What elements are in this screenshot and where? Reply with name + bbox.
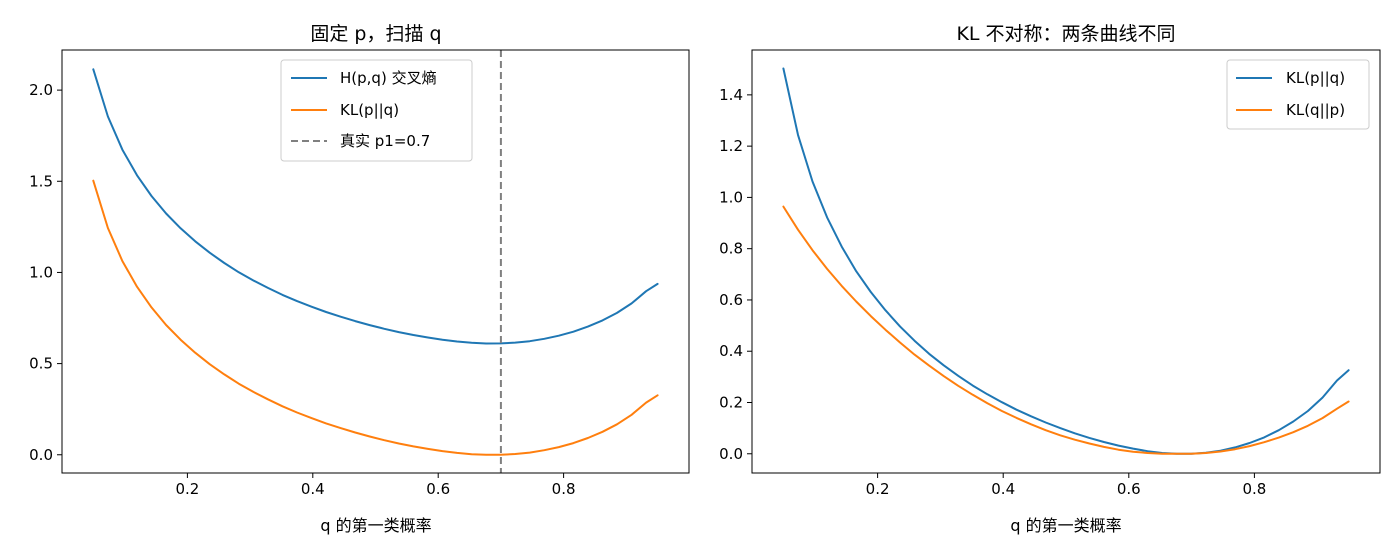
left-legend-label-true-p: 真实 p1=0.7 [340, 132, 430, 150]
right-x-tick-label: 0.8 [1242, 480, 1266, 498]
left-chart-axes-frame [61, 49, 690, 474]
left-chart-ticks: 0.2 0.4 0.6 0.8 0.0 0.5 1.0 1.5 2.0 [29, 81, 575, 498]
right-chart-x-axis-label: q 的第一类概率 [1010, 516, 1121, 535]
right-y-tick-label: 1.4 [719, 86, 743, 104]
right-y-tick-label: 0.0 [719, 445, 743, 463]
right-y-tick-label: 0.6 [719, 291, 743, 309]
left-y-tick-label: 1.5 [29, 172, 53, 190]
left-series-line-kl-pq [92, 179, 659, 456]
left-legend-label-cross-entropy: H(p,q) 交叉熵 [340, 69, 437, 87]
left-y-tick-label: 0.5 [29, 355, 53, 373]
right-legend-label-kl-qp: KL(q||p) [1286, 101, 1345, 119]
right-y-tick-label: 1.0 [719, 188, 743, 206]
left-chart-legend: H(p,q) 交叉熵 KL(p||q) 真实 p1=0.7 [280, 59, 473, 162]
right-chart: KL 不对称：两条曲线不同 0.2 0.4 0.6 0.80.00.20.40.60.… [719, 23, 1381, 535]
right-x-tick-label: 0.4 [991, 480, 1015, 498]
left-x-tick-label: 0.6 [426, 480, 450, 498]
left-chart-plot-area [92, 50, 659, 473]
right-legend-label-kl-pq: KL(p||q) [1286, 69, 1345, 87]
right-y-tick-label: 0.2 [719, 394, 743, 412]
left-legend-label-kl-pq: KL(p||q) [340, 101, 399, 119]
left-chart-x-axis-label: q 的第一类概率 [320, 516, 431, 535]
right-chart-axes-frame [751, 49, 1381, 474]
right-y-tick-label: 0.8 [719, 240, 743, 258]
right-series-line-kl-qp [782, 205, 1350, 455]
left-x-tick-label: 0.8 [552, 480, 576, 498]
left-chart: 固定 p，扫描 q 0.2 0.4 0.6 0.8 0.0 0.5 1.0 1.5 2.0 q … [29, 23, 690, 535]
right-series-line-kl-pq [782, 67, 1350, 455]
right-y-tick-label: 0.4 [719, 342, 743, 360]
left-y-tick-label: 0.0 [29, 446, 53, 464]
right-chart-title: KL 不对称：两条曲线不同 [956, 23, 1175, 45]
right-x-tick-label: 0.2 [866, 480, 890, 498]
right-x-tick-label: 0.6 [1117, 480, 1141, 498]
left-x-tick-label: 0.2 [175, 480, 199, 498]
left-x-tick-label: 0.4 [301, 480, 325, 498]
left-y-tick-label: 1.0 [29, 263, 53, 281]
left-chart-legend-box [280, 59, 473, 162]
right-y-tick-label: 1.2 [719, 137, 743, 155]
left-series-line-cross-entropy [92, 68, 659, 345]
right-chart-ticks: 0.2 0.4 0.6 0.8 0.0 0.2 0.4 0.6 0.8 1.0 1.2 1.4 [719, 86, 1266, 498]
right-chart-plot-area [782, 67, 1350, 455]
left-chart-title: 固定 p，扫描 q [310, 23, 441, 45]
right-chart-legend: KL(p||q) KL(q||p) [1226, 59, 1370, 130]
left-y-tick-label: 2.0 [29, 81, 53, 99]
